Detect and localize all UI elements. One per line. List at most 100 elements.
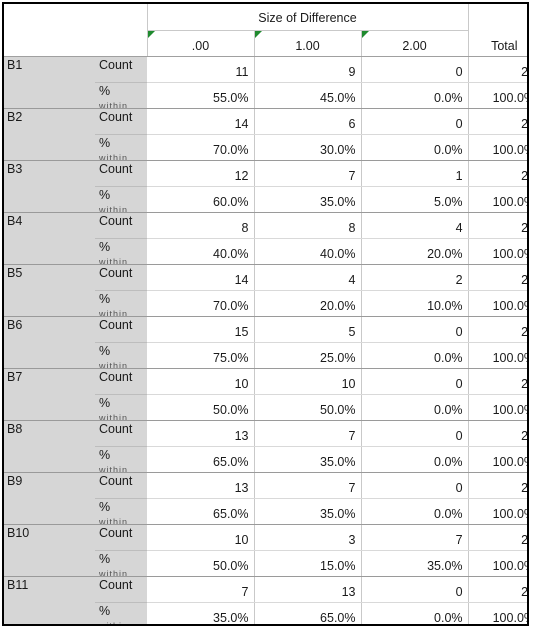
count-cell[interactable]: 0 <box>361 108 469 135</box>
stat-label-percent[interactable]: % within <box>95 186 147 213</box>
percent-cell[interactable]: 20.0% <box>254 290 362 317</box>
percent-cell[interactable]: 35.0% <box>254 186 362 213</box>
percent-cell[interactable]: 35.0% <box>147 602 255 624</box>
count-cell[interactable]: 10 <box>147 524 255 551</box>
total-count-cell[interactable]: 20 <box>468 160 527 187</box>
count-cell[interactable]: 3 <box>254 524 362 551</box>
stat-label-percent[interactable]: % within <box>95 394 147 421</box>
percent-cell[interactable]: 35.0% <box>254 446 362 473</box>
total-count-cell[interactable]: 20 <box>468 576 527 603</box>
percent-cell[interactable]: 50.0% <box>147 394 255 421</box>
count-cell[interactable]: 0 <box>361 472 469 499</box>
count-cell[interactable]: 13 <box>147 420 255 447</box>
percent-cell[interactable]: 20.0% <box>361 238 469 265</box>
row-label[interactable]: B9 <box>4 472 95 525</box>
stat-label-count[interactable]: Count <box>95 524 147 551</box>
column-header-100[interactable]: 1.00 <box>254 30 362 57</box>
percent-cell[interactable]: 50.0% <box>254 394 362 421</box>
count-cell[interactable]: 7 <box>254 420 362 447</box>
stat-label-percent[interactable]: % within <box>95 238 147 265</box>
percent-cell[interactable]: 50.0% <box>147 550 255 577</box>
count-cell[interactable]: 14 <box>147 264 255 291</box>
percent-cell[interactable]: 5.0% <box>361 186 469 213</box>
total-count-cell[interactable]: 20 <box>468 108 527 135</box>
stat-label-count[interactable]: Count <box>95 264 147 291</box>
row-label[interactable]: B3 <box>4 160 95 213</box>
percent-cell[interactable]: 0.0% <box>361 342 469 369</box>
count-cell[interactable]: 8 <box>254 212 362 239</box>
percent-cell[interactable]: 40.0% <box>254 238 362 265</box>
column-header-200[interactable]: 2.00 <box>361 30 469 57</box>
percent-cell[interactable]: 10.0% <box>361 290 469 317</box>
row-label[interactable]: B1 <box>4 56 95 109</box>
stat-label-count[interactable]: Count <box>95 56 147 83</box>
count-cell[interactable]: 7 <box>254 472 362 499</box>
total-count-cell[interactable]: 20 <box>468 56 527 83</box>
count-cell[interactable]: 13 <box>254 576 362 603</box>
percent-cell[interactable]: 45.0% <box>254 82 362 109</box>
percent-cell[interactable]: 35.0% <box>254 498 362 525</box>
total-column-header[interactable]: Total <box>468 4 527 57</box>
count-cell[interactable]: 1 <box>361 160 469 187</box>
total-percent-cell[interactable]: 100.0% <box>468 134 527 161</box>
total-count-cell[interactable]: 20 <box>468 524 527 551</box>
percent-cell[interactable]: 65.0% <box>147 446 255 473</box>
stat-label-percent[interactable]: % within <box>95 290 147 317</box>
total-count-cell[interactable]: 20 <box>468 368 527 395</box>
count-cell[interactable]: 7 <box>147 576 255 603</box>
count-cell[interactable]: 6 <box>254 108 362 135</box>
stat-label-count[interactable]: Count <box>95 160 147 187</box>
total-percent-cell[interactable]: 100.0% <box>468 394 527 421</box>
percent-cell[interactable]: 35.0% <box>361 550 469 577</box>
count-cell[interactable]: 0 <box>361 56 469 83</box>
percent-cell[interactable]: 0.0% <box>361 602 469 624</box>
stat-label-percent[interactable]: % within <box>95 82 147 109</box>
percent-cell[interactable]: 75.0% <box>147 342 255 369</box>
total-count-cell[interactable]: 20 <box>468 264 527 291</box>
count-cell[interactable]: 4 <box>254 264 362 291</box>
row-label[interactable]: B11 <box>4 576 95 624</box>
row-label[interactable]: B2 <box>4 108 95 161</box>
total-percent-cell[interactable]: 100.0% <box>468 550 527 577</box>
row-label[interactable]: B5 <box>4 264 95 317</box>
total-percent-cell[interactable]: 100.0% <box>468 602 527 624</box>
percent-cell[interactable]: 65.0% <box>147 498 255 525</box>
percent-cell[interactable]: 25.0% <box>254 342 362 369</box>
count-cell[interactable]: 5 <box>254 316 362 343</box>
column-header-00[interactable]: .00 <box>147 30 255 57</box>
total-count-cell[interactable]: 20 <box>468 420 527 447</box>
percent-cell[interactable]: 70.0% <box>147 134 255 161</box>
percent-cell[interactable]: 60.0% <box>147 186 255 213</box>
percent-cell[interactable]: 55.0% <box>147 82 255 109</box>
percent-cell[interactable]: 30.0% <box>254 134 362 161</box>
count-cell[interactable]: 13 <box>147 472 255 499</box>
stat-label-count[interactable]: Count <box>95 368 147 395</box>
row-label[interactable]: B8 <box>4 420 95 473</box>
percent-cell[interactable]: 65.0% <box>254 602 362 624</box>
total-percent-cell[interactable]: 100.0% <box>468 290 527 317</box>
percent-cell[interactable]: 0.0% <box>361 446 469 473</box>
total-percent-cell[interactable]: 100.0% <box>468 342 527 369</box>
total-percent-cell[interactable]: 100.0% <box>468 446 527 473</box>
stat-label-percent[interactable]: % within <box>95 498 147 525</box>
total-percent-cell[interactable]: 100.0% <box>468 82 527 109</box>
percent-cell[interactable]: 70.0% <box>147 290 255 317</box>
percent-cell[interactable]: 0.0% <box>361 498 469 525</box>
count-cell[interactable]: 0 <box>361 420 469 447</box>
stat-label-count[interactable]: Count <box>95 420 147 447</box>
stat-label-percent[interactable]: % within <box>95 134 147 161</box>
count-cell[interactable]: 11 <box>147 56 255 83</box>
count-cell[interactable]: 8 <box>147 212 255 239</box>
percent-cell[interactable]: 15.0% <box>254 550 362 577</box>
total-percent-cell[interactable]: 100.0% <box>468 186 527 213</box>
row-label[interactable]: B6 <box>4 316 95 369</box>
stat-label-count[interactable]: Count <box>95 472 147 499</box>
total-count-cell[interactable]: 20 <box>468 472 527 499</box>
stat-label-percent[interactable]: % within <box>95 446 147 473</box>
stat-label-count[interactable]: Count <box>95 212 147 239</box>
stat-label-percent[interactable]: % within <box>95 342 147 369</box>
count-cell[interactable]: 4 <box>361 212 469 239</box>
stat-label-percent[interactable]: % within <box>95 550 147 577</box>
percent-cell[interactable]: 0.0% <box>361 394 469 421</box>
row-label[interactable]: B4 <box>4 212 95 265</box>
